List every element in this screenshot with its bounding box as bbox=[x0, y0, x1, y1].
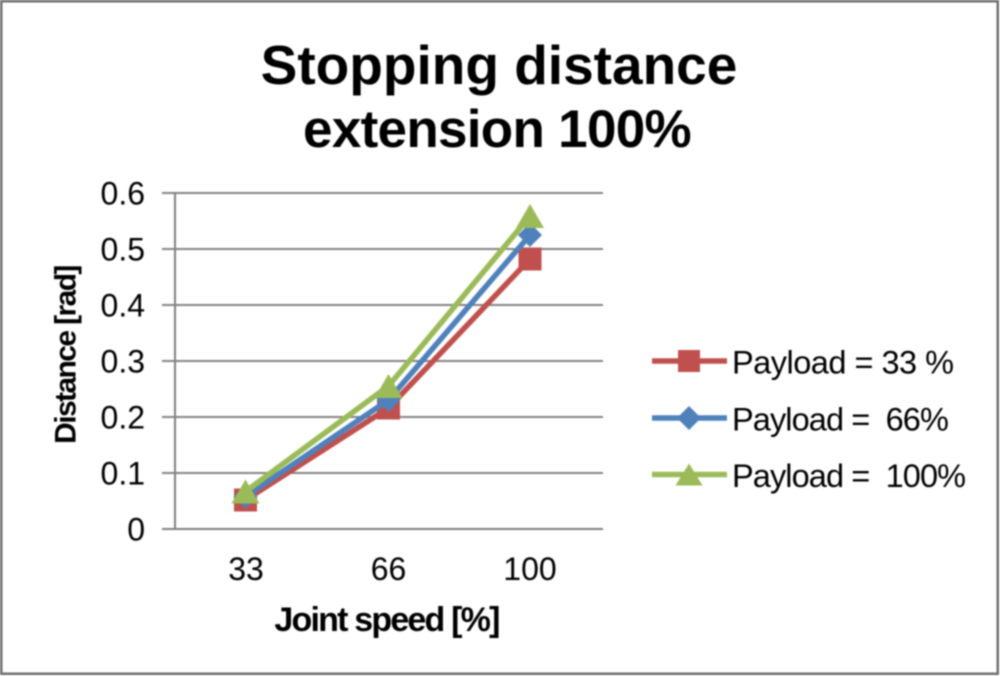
svg-text:0.1: 0.1 bbox=[101, 456, 145, 492]
svg-text:Joint speed [%]: Joint speed [%] bbox=[274, 601, 499, 639]
svg-text:Stopping distance: Stopping distance bbox=[261, 34, 738, 96]
svg-text:66: 66 bbox=[371, 551, 407, 587]
svg-text:100: 100 bbox=[503, 551, 556, 587]
svg-text:0.3: 0.3 bbox=[101, 344, 145, 380]
svg-text:0.2: 0.2 bbox=[101, 400, 145, 436]
svg-text:Distance [rad]: Distance [rad] bbox=[50, 266, 83, 444]
svg-text:0: 0 bbox=[127, 512, 145, 548]
svg-text:0.5: 0.5 bbox=[101, 232, 145, 268]
svg-text:extension 100%: extension 100% bbox=[303, 100, 691, 159]
svg-text:Payload = 33 %: Payload = 33 % bbox=[732, 345, 954, 381]
svg-text:0.4: 0.4 bbox=[101, 288, 145, 324]
svg-text:Payload = 100%: Payload = 100% bbox=[732, 458, 965, 494]
svg-text:33: 33 bbox=[228, 551, 264, 587]
svg-text:Payload = 66%: Payload = 66% bbox=[732, 402, 948, 438]
svg-text:0.6: 0.6 bbox=[101, 176, 145, 212]
